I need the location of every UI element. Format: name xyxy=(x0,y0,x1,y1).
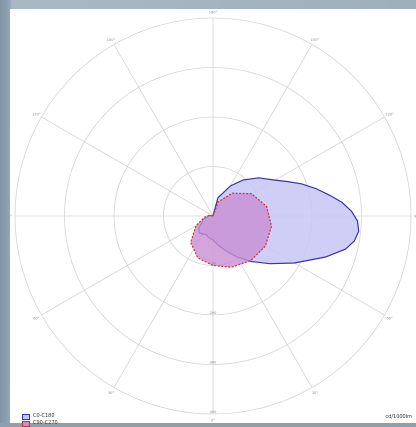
grid-spoke xyxy=(41,116,214,217)
angle-tick-label: 120° xyxy=(32,113,41,117)
angle-tick-label: 150° xyxy=(107,38,116,42)
radial-tick-label: 100 xyxy=(210,262,217,266)
legend-item-c0-c180: C0-C180 xyxy=(22,413,58,420)
angle-tick-label: 0° xyxy=(211,418,215,422)
polar-chart: 100 200 300 400 180° 150° 120° 90° 60° 30° 0° 30° 60… xyxy=(6,11,416,423)
chart-panel: 100 200 300 400 180° 150° 120° 90° 60° 30° 0° 30° 60… xyxy=(6,9,416,427)
legend-label-c90-c270: C90-C270 xyxy=(33,420,58,426)
grid-spoke xyxy=(41,215,214,316)
legend-swatch-c0-c180 xyxy=(22,413,30,420)
angle-tick-label: 60° xyxy=(33,316,39,320)
angle-tick-label: 30° xyxy=(108,391,114,395)
legend-item-c90-c270: C90-C270 xyxy=(22,420,58,427)
angle-tick-label: 90° xyxy=(10,215,12,219)
grid-spoke xyxy=(113,44,214,217)
angle-tick-label: 60° xyxy=(387,316,393,320)
series-c90-c270 xyxy=(190,192,273,268)
legend-swatch-c90-c270 xyxy=(22,420,30,427)
radial-tick-label: 400 xyxy=(210,410,217,414)
angle-tick-label: 30° xyxy=(312,391,318,395)
radial-tick-label: 300 xyxy=(210,361,217,365)
angle-tick-label: 120° xyxy=(385,113,394,117)
radial-tick-label: 200 xyxy=(210,311,217,315)
unit-label: cd/1000lm xyxy=(385,414,412,420)
legend-label-c0-c180: C0-C180 xyxy=(33,413,55,419)
legend: C0-C180 C90-C270 xyxy=(22,413,58,427)
angle-tick-label: 90° xyxy=(414,215,416,219)
angle-tick-label: 150° xyxy=(311,38,320,42)
angle-tick-label: 180° xyxy=(209,11,218,15)
